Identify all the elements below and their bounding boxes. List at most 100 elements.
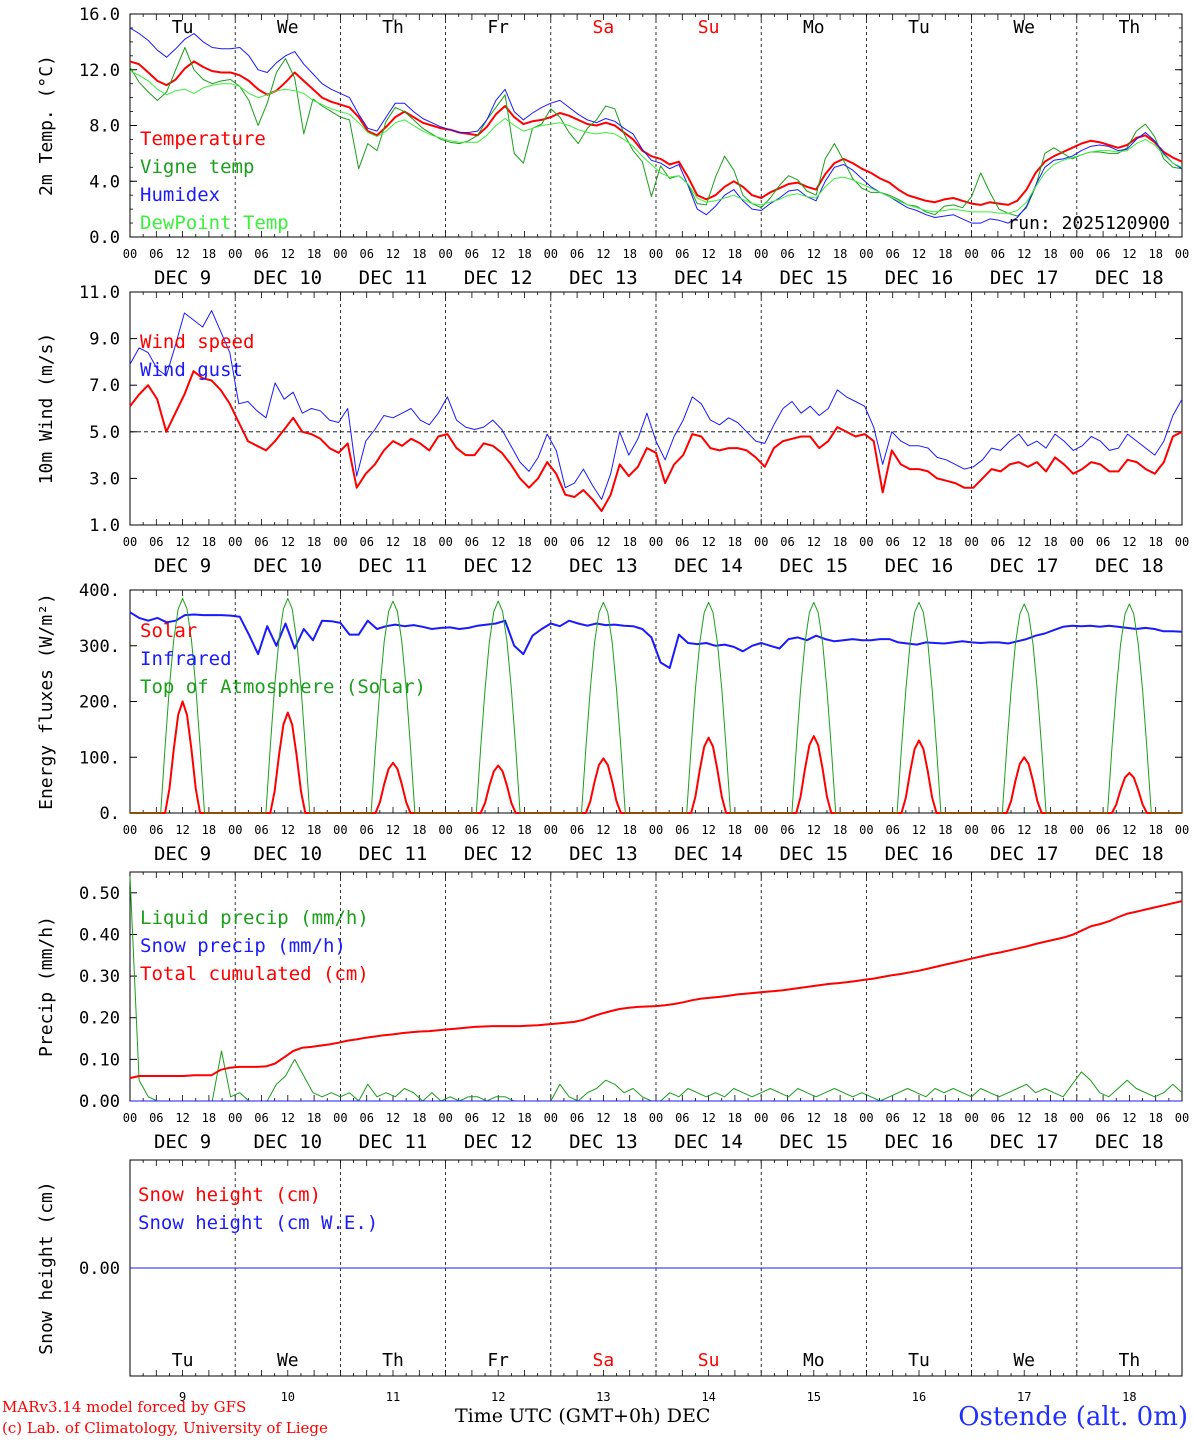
y-tick-label: 0.00 xyxy=(79,1092,120,1112)
day-label: DEC 15 xyxy=(779,267,848,289)
hour-label: 18 xyxy=(202,247,216,261)
x-axis-title-text: Time UTC (GMT+0h) xyxy=(455,1405,661,1427)
series-line-infrared xyxy=(129,611,1183,669)
hour-label: 00 xyxy=(964,535,978,549)
hour-label: 12 xyxy=(1017,823,1031,837)
series-layer xyxy=(129,310,1183,512)
hour-label: 06 xyxy=(1096,247,1110,261)
hour-label: 12 xyxy=(596,247,610,261)
y-tick-label: 8.0 xyxy=(89,117,120,137)
hour-label: 06 xyxy=(570,535,584,549)
day-label: DEC 9 xyxy=(154,843,211,865)
series-line-wind-speed xyxy=(129,370,1183,512)
hour-label: 18 xyxy=(728,247,742,261)
hour-label: 18 xyxy=(938,823,952,837)
legend-entry: Top of Atmosphere (Solar) xyxy=(140,676,426,698)
hour-label: 00 xyxy=(1070,1111,1084,1125)
y-axis-label: Snow height (cm) xyxy=(36,1181,57,1354)
panel-precip: 0.00 0.10 0.20 0.30 0.40 0.50 Precip (mm/h) Liq… xyxy=(36,871,1189,1153)
hour-label: 12 xyxy=(175,247,189,261)
weekday-label: Fr xyxy=(487,1350,509,1371)
hour-label: 12 xyxy=(386,823,400,837)
hour-label: 12 xyxy=(175,535,189,549)
series-layer xyxy=(129,597,1183,814)
hour-label: 18 xyxy=(412,535,426,549)
hour-label: 18 xyxy=(622,823,636,837)
hour-label: 12 xyxy=(912,247,926,261)
hour-label: 00 xyxy=(859,535,873,549)
hour-label: 12 xyxy=(175,823,189,837)
day-number-label: 16 xyxy=(912,1390,926,1404)
hour-label: 12 xyxy=(701,247,715,261)
hour-label: 12 xyxy=(491,1111,505,1125)
hour-label: 00 xyxy=(544,535,558,549)
hour-label: 06 xyxy=(885,823,899,837)
hour-label: 12 xyxy=(1017,247,1031,261)
hour-label: 00 xyxy=(544,823,558,837)
legend-entry: DewPoint Temp xyxy=(140,212,289,234)
hour-label: 06 xyxy=(465,1111,479,1125)
y-tick-label: 0.10 xyxy=(79,1050,120,1070)
hour-label: 18 xyxy=(517,247,531,261)
day-label: DEC 11 xyxy=(359,1131,428,1153)
hour-label: 06 xyxy=(991,823,1005,837)
weekday-label: We xyxy=(1013,17,1035,38)
legend-entry: Solar xyxy=(140,620,197,642)
hour-label: 06 xyxy=(570,247,584,261)
day-label: DEC 15 xyxy=(779,1131,848,1153)
hour-label: 00 xyxy=(123,247,137,261)
hour-label: 00 xyxy=(859,823,873,837)
hour-label: 06 xyxy=(570,823,584,837)
hour-label: 00 xyxy=(1175,1111,1189,1125)
legend-entry: Infrared xyxy=(140,648,232,670)
hour-label: 12 xyxy=(386,247,400,261)
y-tick-label: 1.0 xyxy=(89,516,120,536)
hour-label: 12 xyxy=(1017,535,1031,549)
series-line-top-of-atmosphere-solar xyxy=(130,597,1182,814)
hour-label: 00 xyxy=(228,535,242,549)
day-label: DEC 9 xyxy=(154,267,211,289)
hour-label: 12 xyxy=(701,535,715,549)
hour-label: 00 xyxy=(333,823,347,837)
hour-label: 18 xyxy=(1148,535,1162,549)
y-tick-label: 300. xyxy=(79,637,120,657)
hour-label: 12 xyxy=(596,823,610,837)
legend-entry: Snow height (cm) xyxy=(138,1184,321,1206)
hour-label: 12 xyxy=(912,823,926,837)
hour-label: 00 xyxy=(438,247,452,261)
legend-entry: Snow precip (mm/h) xyxy=(140,935,346,957)
y-tick-label: 0.20 xyxy=(79,1009,120,1029)
hour-label: 00 xyxy=(228,1111,242,1125)
hour-label: 12 xyxy=(281,823,295,837)
x-axis-month: DEC xyxy=(666,1405,711,1427)
hour-label: 06 xyxy=(254,1111,268,1125)
hour-label: 00 xyxy=(754,823,768,837)
weekday-label: Fr xyxy=(487,17,509,38)
hour-label: 00 xyxy=(1070,823,1084,837)
hour-label: 12 xyxy=(1122,535,1136,549)
weekday-label: Su xyxy=(698,17,720,38)
day-label: DEC 16 xyxy=(885,267,954,289)
hour-label: 00 xyxy=(1070,247,1084,261)
day-label: DEC 14 xyxy=(674,1131,743,1153)
hour-label: 00 xyxy=(754,1111,768,1125)
run-label: run: 2025120900 xyxy=(1007,213,1170,234)
hour-label: 18 xyxy=(622,1111,636,1125)
hour-label: 06 xyxy=(254,823,268,837)
credit-line-model: MARv3.14 model forced by GFS xyxy=(2,1398,247,1416)
credit-line-lab: (c) Lab. of Climatology, University of L… xyxy=(2,1419,328,1437)
hour-label: 00 xyxy=(649,247,663,261)
hour-label: 00 xyxy=(754,535,768,549)
series-line-dewpoint-temp xyxy=(129,70,1183,214)
y-tick-label: 0.0 xyxy=(89,228,120,248)
hour-label: 12 xyxy=(701,823,715,837)
day-label: DEC 18 xyxy=(1095,843,1164,865)
legend-entry: Wind speed xyxy=(140,331,254,353)
y-tick-label: 400. xyxy=(79,581,120,601)
day-label: DEC 12 xyxy=(464,843,533,865)
hour-label: 18 xyxy=(938,535,952,549)
hour-label: 00 xyxy=(649,1111,663,1125)
weekday-label: Sa xyxy=(593,17,615,38)
y-tick-label: 0. xyxy=(100,804,120,824)
hour-label: 00 xyxy=(1175,823,1189,837)
